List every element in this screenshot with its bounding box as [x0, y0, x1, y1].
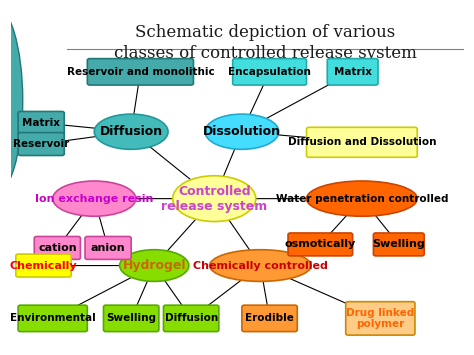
Text: Diffusion: Diffusion — [164, 313, 218, 323]
FancyBboxPatch shape — [242, 305, 297, 332]
Text: Matrix: Matrix — [22, 118, 60, 128]
Ellipse shape — [205, 114, 279, 149]
FancyBboxPatch shape — [374, 233, 424, 256]
Ellipse shape — [94, 114, 168, 149]
FancyBboxPatch shape — [103, 305, 159, 332]
Text: Dissolution: Dissolution — [203, 125, 281, 138]
Text: Reservoir: Reservoir — [13, 139, 69, 149]
Ellipse shape — [307, 181, 417, 216]
Text: Hydrogel: Hydrogel — [122, 259, 186, 272]
Text: Swelling: Swelling — [373, 239, 425, 250]
Text: Chemically controlled: Chemically controlled — [193, 261, 328, 271]
Text: Diffusion: Diffusion — [100, 125, 163, 138]
FancyBboxPatch shape — [85, 236, 131, 260]
Text: Reservoir and monolithic: Reservoir and monolithic — [66, 67, 214, 77]
Ellipse shape — [173, 176, 256, 222]
FancyBboxPatch shape — [18, 305, 87, 332]
FancyBboxPatch shape — [16, 254, 71, 277]
FancyBboxPatch shape — [18, 132, 64, 155]
FancyBboxPatch shape — [34, 236, 81, 260]
FancyBboxPatch shape — [87, 59, 193, 85]
Ellipse shape — [210, 250, 311, 282]
FancyBboxPatch shape — [18, 111, 64, 134]
Text: Diffusion and Dissolution: Diffusion and Dissolution — [288, 137, 436, 147]
Text: Chemically: Chemically — [9, 261, 77, 271]
Text: Ion exchange resin: Ion exchange resin — [35, 193, 154, 204]
Text: anion: anion — [91, 243, 126, 253]
Text: cation: cation — [38, 243, 77, 253]
FancyBboxPatch shape — [346, 302, 415, 335]
Text: Environmental: Environmental — [10, 313, 96, 323]
Text: Erodible: Erodible — [245, 313, 294, 323]
Ellipse shape — [53, 181, 136, 216]
FancyBboxPatch shape — [164, 305, 219, 332]
Ellipse shape — [119, 250, 189, 282]
Text: Controlled
release system: Controlled release system — [161, 185, 267, 213]
Text: Swelling: Swelling — [106, 313, 156, 323]
Text: Drug linked
polymer: Drug linked polymer — [346, 307, 414, 329]
Text: osmotically: osmotically — [285, 239, 356, 250]
Text: Matrix: Matrix — [334, 67, 372, 77]
FancyBboxPatch shape — [327, 59, 378, 85]
Text: Encapsulation: Encapsulation — [228, 67, 311, 77]
FancyBboxPatch shape — [307, 127, 417, 157]
Text: Schematic depiction of various
classes of controlled release system: Schematic depiction of various classes o… — [114, 24, 417, 62]
Ellipse shape — [0, 3, 23, 197]
FancyBboxPatch shape — [233, 59, 307, 85]
FancyBboxPatch shape — [288, 233, 353, 256]
Text: Water penetration controlled: Water penetration controlled — [275, 193, 448, 204]
